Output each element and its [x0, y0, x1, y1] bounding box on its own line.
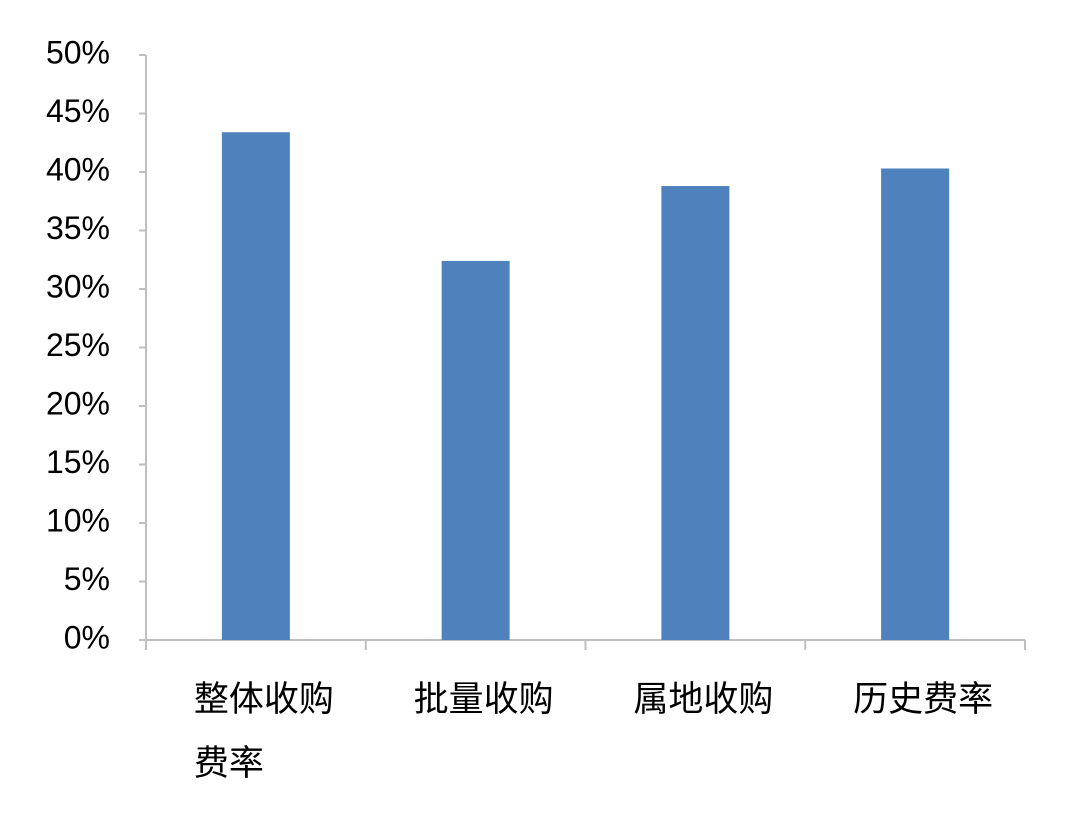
x-tick-label: 历史费率: [853, 680, 994, 720]
y-tick-label: 5%: [64, 561, 110, 597]
bar: [881, 168, 950, 641]
y-tick-label: 45%: [46, 93, 110, 129]
y-tick-label: 20%: [46, 385, 110, 421]
bar: [441, 260, 510, 640]
y-tick-label: 40%: [46, 151, 110, 187]
y-tick-label: 50%: [46, 34, 110, 70]
x-tick-label: 整体收购费率: [193, 680, 334, 784]
y-tick-label: 10%: [46, 502, 110, 538]
y-tick-label: 25%: [46, 327, 110, 363]
bar: [661, 186, 730, 641]
x-tick-label: 属地收购: [633, 680, 774, 720]
y-tick-label: 15%: [46, 444, 110, 480]
y-tick-label: 35%: [46, 210, 110, 246]
y-tick-label: 30%: [46, 268, 110, 304]
x-tick-label: 批量收购: [413, 680, 554, 720]
y-tick-label: 0%: [64, 619, 110, 655]
bar: [221, 132, 290, 640]
